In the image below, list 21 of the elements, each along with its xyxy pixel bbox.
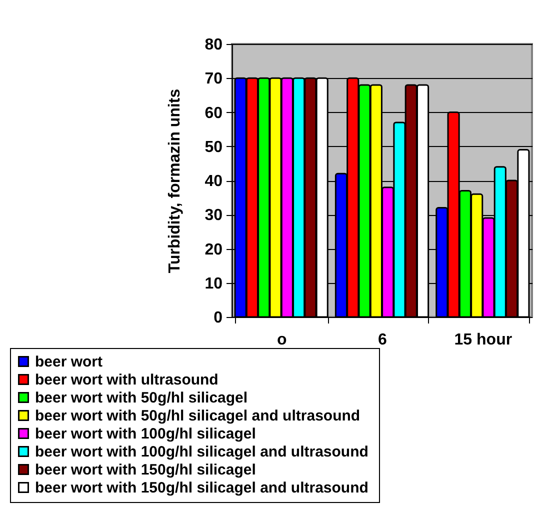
legend-label: beer wort with 50g/hl silicagel bbox=[35, 390, 248, 406]
y-tick-label: 60 bbox=[204, 104, 223, 122]
legend-label: beer wort with 100g/hl silicagel bbox=[35, 426, 256, 442]
y-axis-title: Turbidity, formazin units bbox=[166, 88, 184, 274]
y-tick-label: 20 bbox=[204, 241, 223, 258]
y-tick-label: 80 bbox=[204, 36, 223, 54]
x-tick-label: 6 bbox=[378, 332, 388, 348]
x-tick-label: 15 hour bbox=[454, 332, 512, 348]
legend-label: beer wort with 100g/hl silicagel and ultrasound bbox=[35, 444, 368, 460]
y-tick-label: 50 bbox=[204, 138, 223, 156]
legend-label: beer wort with 150g/hl silicagel bbox=[35, 462, 256, 478]
legend-label: beer wort bbox=[35, 354, 103, 370]
y-tick-label: 0 bbox=[214, 310, 223, 326]
x-tick-label: o bbox=[276, 332, 287, 348]
legend-label: beer wort with ultrasound bbox=[35, 372, 218, 388]
legend-label: beer wort with 150g/hl silicagel and ultrasound bbox=[35, 480, 368, 496]
y-tick-label: 10 bbox=[204, 275, 223, 292]
y-tick-label: 70 bbox=[204, 70, 223, 88]
legend-label: beer wort with 50g/hl silicagel and ultrasound bbox=[35, 408, 360, 424]
y-tick-label: 40 bbox=[204, 173, 223, 190]
y-tick-label: 30 bbox=[204, 207, 223, 224]
